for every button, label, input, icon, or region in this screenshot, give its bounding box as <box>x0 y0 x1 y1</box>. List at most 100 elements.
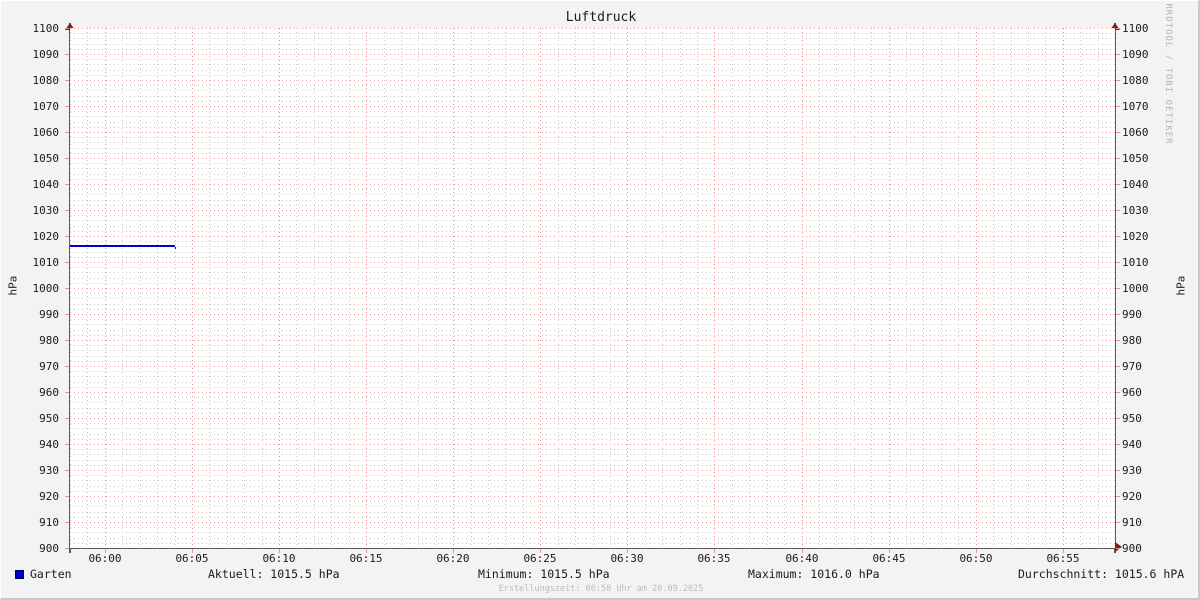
y-axis-label-right: 940 <box>1122 438 1142 451</box>
x-axis-label: 06:00 <box>88 552 122 565</box>
y-axis-tick-left <box>65 314 69 315</box>
gridline-h-major <box>70 80 1115 81</box>
y-axis-unit-left: hPa <box>6 275 20 296</box>
y-axis-tick-right <box>1116 28 1120 29</box>
gridline-v-minor <box>209 28 210 548</box>
y-axis-tick-right <box>1116 288 1120 289</box>
gridline-v-major <box>1063 28 1064 548</box>
y-axis-label-left: 980 <box>39 334 59 347</box>
gridline-v-minor <box>993 28 994 548</box>
gridline-h-minor <box>70 371 1115 372</box>
y-axis-tick-left <box>65 392 69 393</box>
y-axis-tick-left <box>65 184 69 185</box>
gridline-h-minor <box>70 480 1115 481</box>
y-axis-tick-left <box>65 28 69 29</box>
gridline-v-minor <box>1098 28 1099 548</box>
gridline-v-minor <box>227 28 228 548</box>
y-axis-label-left: 920 <box>39 490 59 503</box>
gridline-v-minor <box>767 28 768 548</box>
y-axis-label-left: 1080 <box>32 74 60 87</box>
y-axis-tick-left <box>65 366 69 367</box>
gridline-h-minor <box>70 538 1115 539</box>
gridline-v-minor <box>505 28 506 548</box>
y-axis-label-left: 970 <box>39 360 59 373</box>
gridline-h-major <box>70 262 1115 263</box>
y-axis-label-right: 990 <box>1122 308 1142 321</box>
y-axis-label-right: 920 <box>1122 490 1142 503</box>
gridline-v-minor <box>854 28 855 548</box>
gridline-v-minor <box>941 28 942 548</box>
x-axis-label: 06:20 <box>436 552 470 565</box>
gridline-h-major <box>70 184 1115 185</box>
legend-average-value: Durchschnitt: 1015.6 hPA <box>1018 567 1185 581</box>
gridline-h-minor <box>70 319 1115 320</box>
y-axis-label-left: 1070 <box>32 100 60 113</box>
x-axis-label: 06:05 <box>175 552 209 565</box>
gridline-v-minor <box>593 28 594 548</box>
gridline-v-minor <box>244 28 245 548</box>
gridline-h-minor <box>70 439 1115 440</box>
gridline-h-minor <box>70 449 1115 450</box>
y-axis-label-right: 910 <box>1122 516 1142 529</box>
y-axis-left-arrow-icon <box>65 23 75 30</box>
x-axis-arrow-icon <box>1115 542 1122 552</box>
gridline-h-minor <box>70 345 1115 346</box>
gridline-h-major <box>70 236 1115 237</box>
y-axis-label-left: 950 <box>39 412 59 425</box>
data-line-segment <box>175 247 176 249</box>
legend-series-entry[interactable]: Garten <box>15 567 72 581</box>
y-axis-tick-right <box>1116 366 1120 367</box>
y-axis-tick-left <box>65 470 69 471</box>
gridline-h-major <box>70 28 1115 29</box>
gridline-h-major <box>70 158 1115 159</box>
legend-current-value: Aktuell: 1015.5 hPa <box>208 567 340 581</box>
gridline-v-minor <box>680 28 681 548</box>
gridline-h-minor <box>70 267 1115 268</box>
y-axis-tick-right <box>1116 418 1120 419</box>
gridline-h-major <box>70 314 1115 315</box>
gridline-h-minor <box>70 283 1115 284</box>
gridline-v-minor <box>140 28 141 548</box>
gridline-v-minor <box>575 28 576 548</box>
gridline-h-major <box>70 106 1115 107</box>
gridline-h-minor <box>70 174 1115 175</box>
gridline-h-minor <box>70 127 1115 128</box>
gridline-h-minor <box>70 200 1115 201</box>
gridline-v-minor <box>1028 28 1029 548</box>
gridline-v-minor <box>732 28 733 548</box>
gridline-h-minor <box>70 246 1115 247</box>
y-axis-right-arrow-icon <box>1110 23 1120 30</box>
gridline-v-major <box>279 28 280 548</box>
legend-series-label: Garten <box>30 567 72 581</box>
y-axis-label-right: 960 <box>1122 386 1142 399</box>
gridline-v-minor <box>784 28 785 548</box>
gridline-v-minor <box>697 28 698 548</box>
gridline-h-major <box>70 340 1115 341</box>
gridline-v-minor <box>471 28 472 548</box>
gridline-h-minor <box>70 434 1115 435</box>
gridline-v-minor <box>314 28 315 548</box>
data-line-segment <box>70 245 175 247</box>
gridline-h-minor <box>70 376 1115 377</box>
y-axis-label-left: 910 <box>39 516 59 529</box>
gridline-h-minor <box>70 324 1115 325</box>
y-axis-tick-right <box>1116 236 1120 237</box>
gridline-v-major <box>627 28 628 548</box>
gridline-h-minor <box>70 460 1115 461</box>
y-axis-label-left: 1060 <box>32 126 60 139</box>
gridline-v-minor <box>384 28 385 548</box>
gridline-h-minor <box>70 356 1115 357</box>
y-axis-tick-left <box>65 158 69 159</box>
y-axis-tick-left <box>65 132 69 133</box>
gridline-h-major <box>70 522 1115 523</box>
gridline-h-minor <box>70 387 1115 388</box>
gridline-v-minor <box>436 28 437 548</box>
x-axis-tick <box>279 549 280 553</box>
y-axis-tick-left <box>65 236 69 237</box>
gridline-h-minor <box>70 215 1115 216</box>
gridline-h-minor <box>70 517 1115 518</box>
y-axis-label-right: 970 <box>1122 360 1142 373</box>
gridline-h-major <box>70 210 1115 211</box>
gridline-v-minor <box>70 28 71 548</box>
gridline-h-major <box>70 366 1115 367</box>
